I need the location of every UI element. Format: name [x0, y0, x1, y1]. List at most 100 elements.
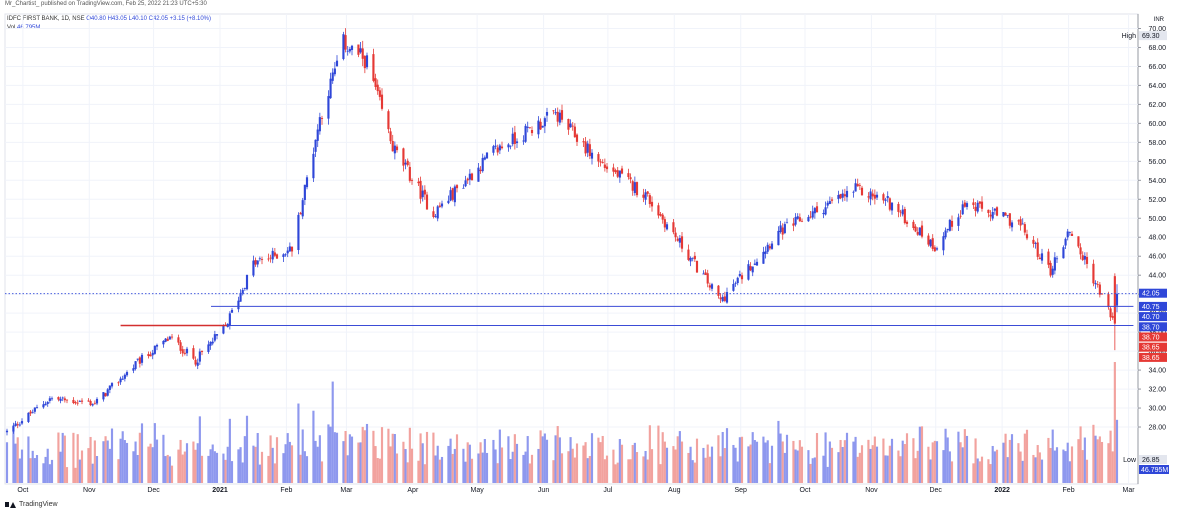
candle-body [537, 120, 540, 135]
candle-body [1096, 284, 1099, 285]
volume-bar [869, 448, 872, 483]
volume-bar [644, 450, 647, 483]
volume-bar [485, 452, 489, 483]
volume-bar [762, 436, 765, 483]
candle-body [830, 199, 834, 201]
volume-bar [183, 451, 186, 483]
candle-body [477, 167, 480, 182]
candle-body [633, 182, 636, 194]
volume-bar [303, 451, 306, 483]
volume-bar [357, 442, 360, 483]
candle-body [432, 211, 435, 217]
candle-body [102, 392, 105, 400]
volume-bar [931, 442, 934, 483]
x-tick-label: Dec [929, 487, 942, 494]
volume-bar [423, 464, 426, 483]
volume-bar [950, 461, 954, 483]
candle-body [380, 94, 384, 109]
volume-bar [723, 448, 726, 483]
volume-bar [1081, 450, 1084, 483]
volume-bar [299, 454, 302, 483]
volume-bar [854, 436, 857, 483]
volume-bar [552, 460, 555, 483]
candle-body [387, 111, 390, 130]
volume-bar [554, 435, 557, 483]
candle-body [573, 126, 576, 138]
candle-body [1092, 263, 1095, 284]
volume-bar [914, 458, 917, 483]
candle-body [1083, 255, 1086, 260]
volume-bar [1085, 459, 1089, 483]
volume-bar [76, 434, 79, 483]
high-value: 69.30 [1142, 33, 1160, 40]
volume-bar [89, 436, 92, 483]
candle-body [826, 202, 829, 206]
candle-body [950, 220, 954, 227]
volume-bar [886, 455, 889, 483]
volume-bar [134, 441, 137, 483]
volume-bar [136, 454, 139, 483]
volume-bar [425, 431, 429, 483]
candle-body [333, 68, 336, 75]
volume-bar [783, 452, 786, 483]
volume-bar [215, 452, 219, 483]
volume-bar [1079, 426, 1082, 483]
volume-bar [650, 449, 654, 483]
candle-body [408, 166, 411, 181]
volume-bar [374, 446, 377, 483]
volume-bar [408, 427, 411, 483]
volume-bar [830, 447, 834, 483]
y-tick-label: 30.00 [1148, 406, 1166, 413]
candle-body [483, 157, 486, 160]
volume-bar [29, 458, 32, 483]
volume-bar [1006, 457, 1009, 483]
volume-bar [567, 451, 570, 483]
candle-body [1053, 257, 1056, 271]
candle-body [965, 203, 969, 207]
candle-body [252, 260, 255, 276]
candle-body [87, 400, 90, 402]
volume-bar [275, 437, 279, 483]
volume-bar [899, 456, 902, 483]
candle-body [406, 160, 409, 166]
candle-body [590, 152, 594, 159]
candle-body [228, 313, 231, 326]
volume-bar [361, 426, 364, 483]
volume-bar [822, 455, 825, 483]
footer[interactable]: TradingView [5, 501, 58, 508]
candle-body [342, 34, 345, 60]
candle-body [12, 425, 15, 432]
volume-last-label: 46.795M [1141, 467, 1168, 474]
candle-body [181, 349, 184, 354]
plot-frame [4, 13, 1139, 485]
volume-bar [524, 451, 527, 483]
candle-body [119, 378, 122, 383]
candle-body [303, 184, 306, 200]
volume-bar [237, 449, 240, 483]
volume-bar [312, 410, 315, 483]
candle-body [843, 194, 846, 197]
candle-body [650, 201, 654, 207]
volume-bar [903, 444, 906, 483]
price-label-text: 38.70 [1142, 324, 1160, 331]
x-tick-label: Sep [734, 487, 747, 494]
volume-bar [496, 463, 499, 483]
candle-body [14, 423, 17, 426]
candle-body [121, 378, 124, 380]
candle-body [1002, 212, 1005, 217]
volume-bar [228, 418, 231, 483]
candle-body [511, 133, 514, 145]
volume-bar [155, 439, 159, 483]
volume-bar [365, 423, 369, 483]
y-tick-label: 68.00 [1148, 45, 1166, 52]
candle-body [571, 125, 574, 127]
candle-body [605, 166, 609, 170]
volume-bar [897, 450, 900, 483]
volume-bar [436, 445, 439, 483]
volume-bar [1092, 424, 1095, 483]
volume-bar [659, 464, 662, 483]
volume-bar [612, 449, 615, 483]
candles [5, 28, 1119, 436]
candle-body [166, 338, 169, 341]
